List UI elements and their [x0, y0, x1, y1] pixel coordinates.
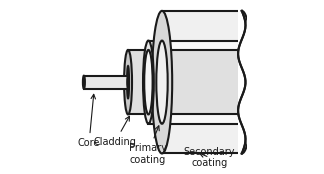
Ellipse shape	[156, 41, 168, 124]
Polygon shape	[128, 50, 242, 114]
Text: Core: Core	[78, 94, 100, 148]
Ellipse shape	[124, 50, 132, 114]
Polygon shape	[238, 9, 249, 155]
Ellipse shape	[152, 11, 172, 153]
Ellipse shape	[83, 76, 85, 89]
Text: Secondary
coating: Secondary coating	[184, 147, 235, 168]
Text: Primary
coating: Primary coating	[129, 126, 167, 165]
Text: Cladding: Cladding	[94, 116, 137, 147]
Polygon shape	[162, 11, 242, 153]
Polygon shape	[84, 76, 128, 89]
Polygon shape	[148, 41, 242, 124]
Ellipse shape	[143, 41, 154, 124]
Ellipse shape	[127, 76, 129, 89]
Ellipse shape	[127, 66, 129, 98]
Ellipse shape	[144, 50, 153, 114]
